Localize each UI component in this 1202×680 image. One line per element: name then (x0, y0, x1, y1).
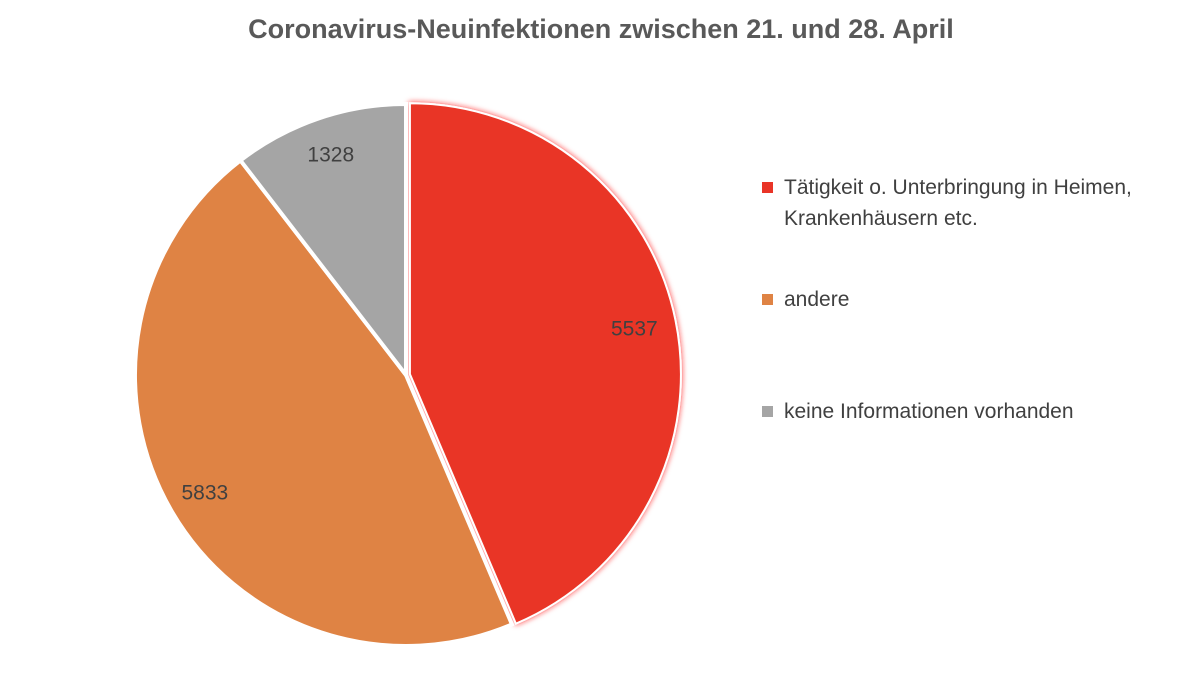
pie-slice-keine-info (237, 101, 408, 381)
pie-slice-heime (408, 102, 682, 625)
pie-slice-andere (133, 157, 515, 648)
legend-item-keine-info: keine Informationen vorhanden (762, 396, 1192, 427)
legend-label-keine-info: keine Informationen vorhanden (784, 400, 1074, 423)
legend-item-andere: andere (762, 284, 1192, 315)
legend-label-andere: andere (784, 288, 850, 311)
data-label-heime: 5537 (611, 317, 658, 340)
legend-label-heime: Tätigkeit o. Unterbringung in Heimen, Kr… (784, 176, 1132, 230)
data-label-keine-info: 1328 (307, 143, 354, 166)
legend-item-heime: Tätigkeit o. Unterbringung in Heimen, Kr… (762, 172, 1192, 234)
legend-swatch-keine-info (762, 406, 773, 417)
data-label-andere: 5833 (181, 482, 228, 505)
legend-swatch-andere (762, 294, 773, 305)
chart-title: Coronavirus-Neuinfektionen zwischen 21. … (248, 14, 954, 44)
legend-swatch-heime (762, 182, 773, 193)
